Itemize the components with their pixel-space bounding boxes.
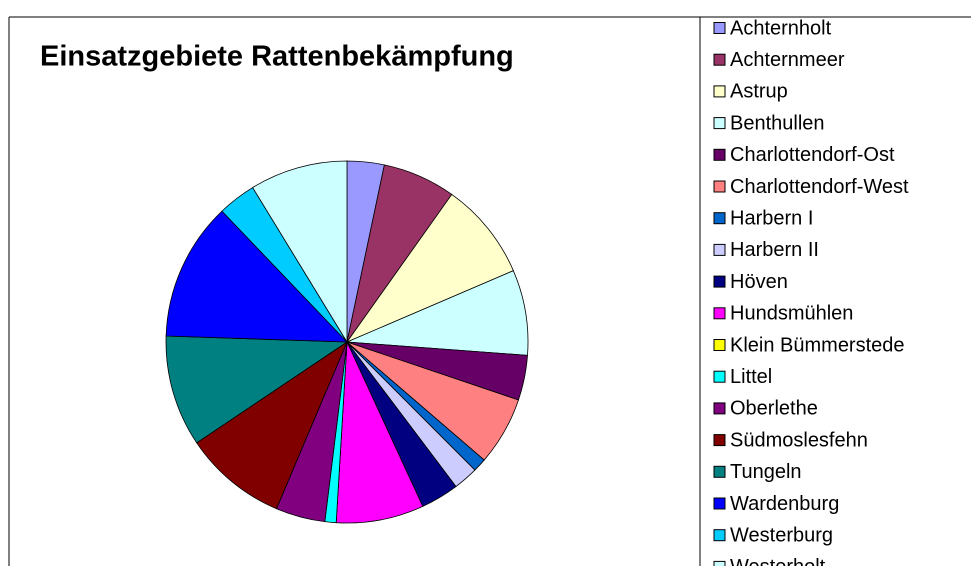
legend-label: Hundsmühlen xyxy=(730,303,853,325)
legend-swatch xyxy=(713,117,726,130)
legend-swatch xyxy=(713,370,726,383)
legend-label: Oberlethe xyxy=(730,398,818,420)
legend-swatch xyxy=(713,85,726,98)
legend-swatch xyxy=(713,212,726,225)
legend-label: Benthullen xyxy=(730,112,825,134)
legend-label: Wardenburg xyxy=(730,493,839,515)
legend-swatch xyxy=(713,465,726,478)
legend-swatch xyxy=(713,53,726,66)
legend-label: Westerburg xyxy=(730,524,833,546)
legend-swatch xyxy=(713,243,726,256)
legend-label: Astrup xyxy=(730,81,788,103)
legend-label: Tungeln xyxy=(730,461,802,483)
legend-label: Südmoslesfehn xyxy=(730,429,868,451)
legend-label: Klein Bümmerstede xyxy=(730,334,905,356)
legend-swatch xyxy=(713,529,726,542)
legend-swatch xyxy=(713,402,726,415)
legend-label: Harbern I xyxy=(730,207,813,229)
legend-label: Achternmeer xyxy=(730,49,845,71)
pie-slice xyxy=(165,335,349,444)
legend-label: Höven xyxy=(730,271,788,293)
pie-slice xyxy=(345,193,514,343)
legend-swatch xyxy=(713,497,726,510)
pie-slice xyxy=(196,340,348,510)
legend-swatch xyxy=(713,339,726,351)
legend-swatch xyxy=(713,434,726,447)
pie-slice xyxy=(252,160,348,344)
legend-label: Westerholt xyxy=(730,556,826,566)
legend-swatch xyxy=(713,148,726,161)
legend-label: Littel xyxy=(730,366,772,388)
legend-swatch xyxy=(713,307,726,320)
chart-title: Einsatzgebiete Rattenbekämpfung xyxy=(40,41,514,73)
legend-swatch xyxy=(713,22,726,34)
legend-swatch xyxy=(713,560,726,566)
legend-swatch xyxy=(713,180,726,193)
legend-label: Charlottendorf-Ost xyxy=(730,144,895,166)
legend-label: Harbern II xyxy=(730,239,819,261)
pie-slice xyxy=(165,210,348,343)
legend-label: Charlottendorf-West xyxy=(730,176,909,198)
legend-swatch xyxy=(713,275,726,288)
legend-label: Achternholt xyxy=(730,17,832,39)
